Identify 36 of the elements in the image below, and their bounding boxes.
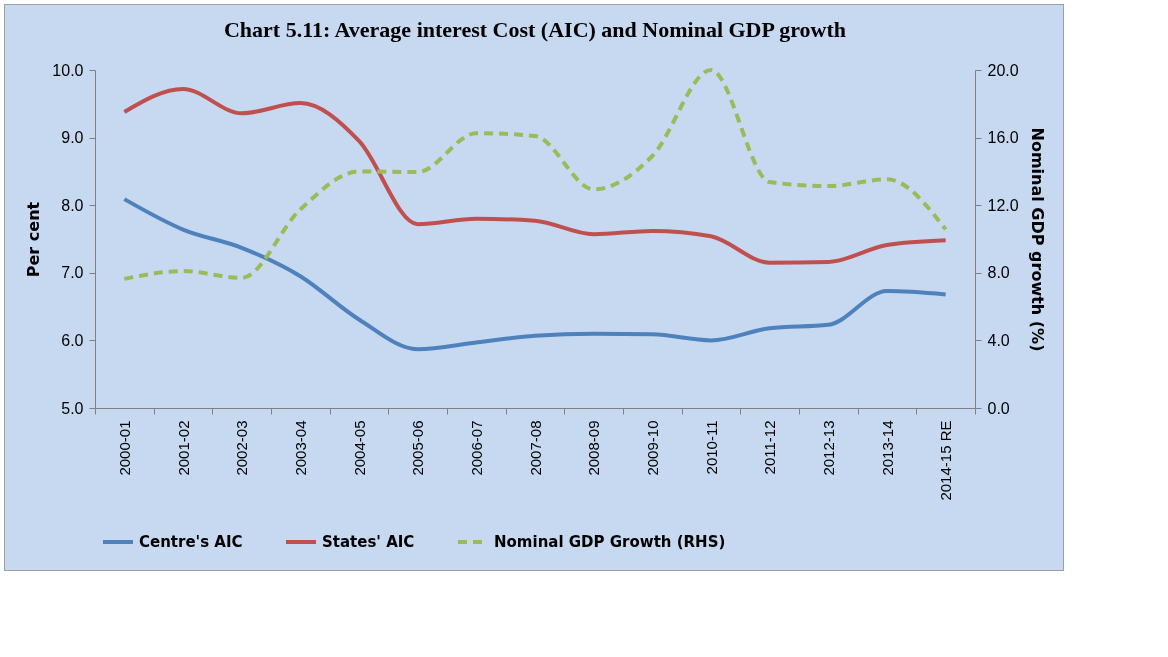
- x-tick-label: 2012-13: [819, 420, 837, 476]
- line-series: [122, 86, 948, 265]
- chart-title: Chart 5.11: Average interest Cost (AIC) and Nominal GDP growth: [223, 17, 847, 42]
- x-tick-label: 2007-08: [526, 420, 544, 476]
- y2-tick-label: 8.0: [987, 264, 1010, 282]
- y-axis-title: Per cent: [24, 201, 44, 278]
- y-tick-label: 6.0: [61, 331, 84, 349]
- y-tick-label: 5.0: [61, 399, 84, 417]
- legend-label: Nominal GDP Growth (RHS): [494, 533, 726, 551]
- y-tick-label: 9.0: [61, 129, 84, 147]
- y-tick-label: 8.0: [61, 196, 84, 214]
- y2-axis-title: Nominal GDP growth (%): [1027, 127, 1047, 352]
- x-tick-label: 2013-14: [878, 420, 896, 476]
- legend-label: Centre's AIC: [139, 533, 243, 551]
- x-tick-label: 2002-03: [233, 420, 251, 476]
- x-tick-label: 2009-10: [643, 420, 661, 476]
- legend-label: States' AIC: [322, 533, 415, 551]
- y2-tick-label: 4.0: [987, 331, 1010, 349]
- x-tick-label: 2003-04: [291, 420, 309, 476]
- line-series: [122, 68, 948, 281]
- x-tick-label: 2010-11: [702, 420, 720, 475]
- y2-tick-label: 16.0: [987, 129, 1019, 147]
- x-tick-label: 2001-02: [174, 420, 192, 476]
- line-series: [122, 197, 948, 352]
- x-tick-label: 2011-12: [761, 420, 779, 475]
- y2-tick-label: 20.0: [987, 61, 1019, 79]
- x-tick-label: 2000-01: [115, 420, 133, 476]
- x-tick-label: 2014-15 RE: [937, 420, 955, 501]
- x-tick-label: 2008-09: [585, 420, 603, 476]
- y2-tick-label: 12.0: [987, 196, 1019, 214]
- x-tick-label: 2006-07: [467, 420, 485, 476]
- y-tick-label: 10.0: [52, 61, 84, 79]
- x-tick-label: 2004-05: [350, 420, 368, 476]
- y2-tick-label: 0.0: [987, 399, 1010, 417]
- y-tick-label: 7.0: [61, 264, 84, 282]
- x-tick-label: 2005-06: [409, 420, 427, 476]
